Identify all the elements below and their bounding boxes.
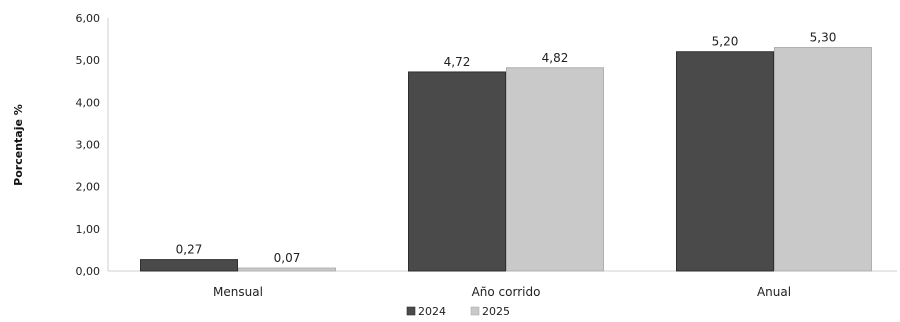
y-axis-ticks: 0,00 1,00 2,00 3,00 4,00 5,00 6,00 xyxy=(76,12,101,278)
y-tick-label: 2,00 xyxy=(76,181,101,194)
legend: 2024 2025 xyxy=(406,305,510,318)
data-label-2025-0: 0,07 xyxy=(274,251,301,265)
y-tick-label: 3,00 xyxy=(76,139,101,152)
bar-2024-0 xyxy=(140,259,238,272)
y-tick-label: 1,00 xyxy=(76,223,101,236)
data-label-2025-1: 4,82 xyxy=(542,51,569,65)
data-labels: 0,27 0,07 4,72 4,82 5,20 5,30 xyxy=(176,31,837,266)
y-tick-label: 6,00 xyxy=(76,12,101,25)
data-label-2024-2: 5,20 xyxy=(712,35,739,49)
bar-2025-1 xyxy=(506,67,604,272)
y-tick-label: 5,00 xyxy=(76,54,101,67)
bar-2025-0 xyxy=(238,267,336,272)
legend-label-2025: 2025 xyxy=(482,305,510,318)
y-tick-label: 0,00 xyxy=(76,265,101,278)
legend-label-2024: 2024 xyxy=(418,305,446,318)
legend-swatch-2024 xyxy=(406,306,416,316)
data-label-2024-1: 4,72 xyxy=(444,55,471,69)
data-label-2024-0: 0,27 xyxy=(176,243,203,257)
bar-2024-2 xyxy=(676,51,774,272)
category-label: Año corrido xyxy=(472,285,541,299)
legend-swatch-2025 xyxy=(470,306,480,316)
category-label: Anual xyxy=(757,285,791,299)
category-label: Mensual xyxy=(213,285,263,299)
bar-2025-2 xyxy=(774,47,872,272)
category-labels: Mensual Año corrido Anual xyxy=(213,285,791,299)
y-tick-label: 4,00 xyxy=(76,96,101,109)
bar-2024-1 xyxy=(408,71,506,272)
bars xyxy=(140,47,872,272)
y-axis-title: Porcentaje % xyxy=(12,104,25,186)
data-label-2025-2: 5,30 xyxy=(810,31,837,45)
